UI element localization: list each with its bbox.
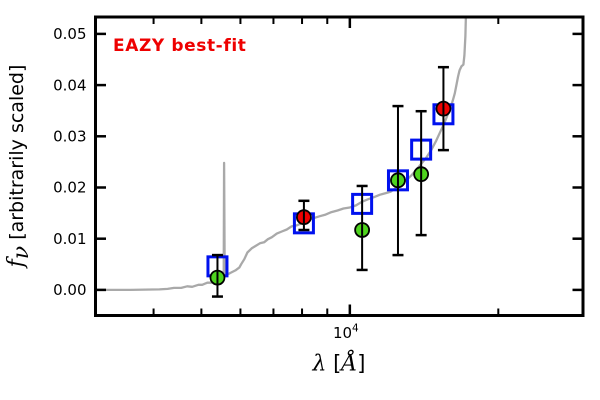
axis-ticks xyxy=(97,18,582,314)
fnu-symbol: f xyxy=(4,259,30,268)
lambda-symbol: λ xyxy=(312,351,327,377)
svg-text:104: 104 xyxy=(333,323,359,343)
svg-text:0.04: 0.04 xyxy=(53,76,86,94)
observed-photometry-circles xyxy=(209,100,452,286)
y-axis-label: fν [arbitrarily scaled] xyxy=(4,64,34,268)
svg-text:0.01: 0.01 xyxy=(53,230,86,248)
x-axis-label: λ [Å] xyxy=(312,351,366,377)
angstrom-symbol: Å xyxy=(341,351,358,377)
svg-text:0.03: 0.03 xyxy=(53,127,86,145)
annotation-eazy-best-fit: EAZY best-fit xyxy=(113,36,247,56)
tick-labels: 0.00 0.01 0.02 0.03 0.04 0.05 104 xyxy=(53,25,359,342)
plot-frame xyxy=(94,15,585,317)
template-photometry-squares xyxy=(206,103,455,278)
svg-text:0.00: 0.00 xyxy=(53,281,86,299)
svg-text:0.02: 0.02 xyxy=(53,179,86,197)
error-bars xyxy=(211,65,449,298)
svg-text:0.05: 0.05 xyxy=(53,25,86,43)
